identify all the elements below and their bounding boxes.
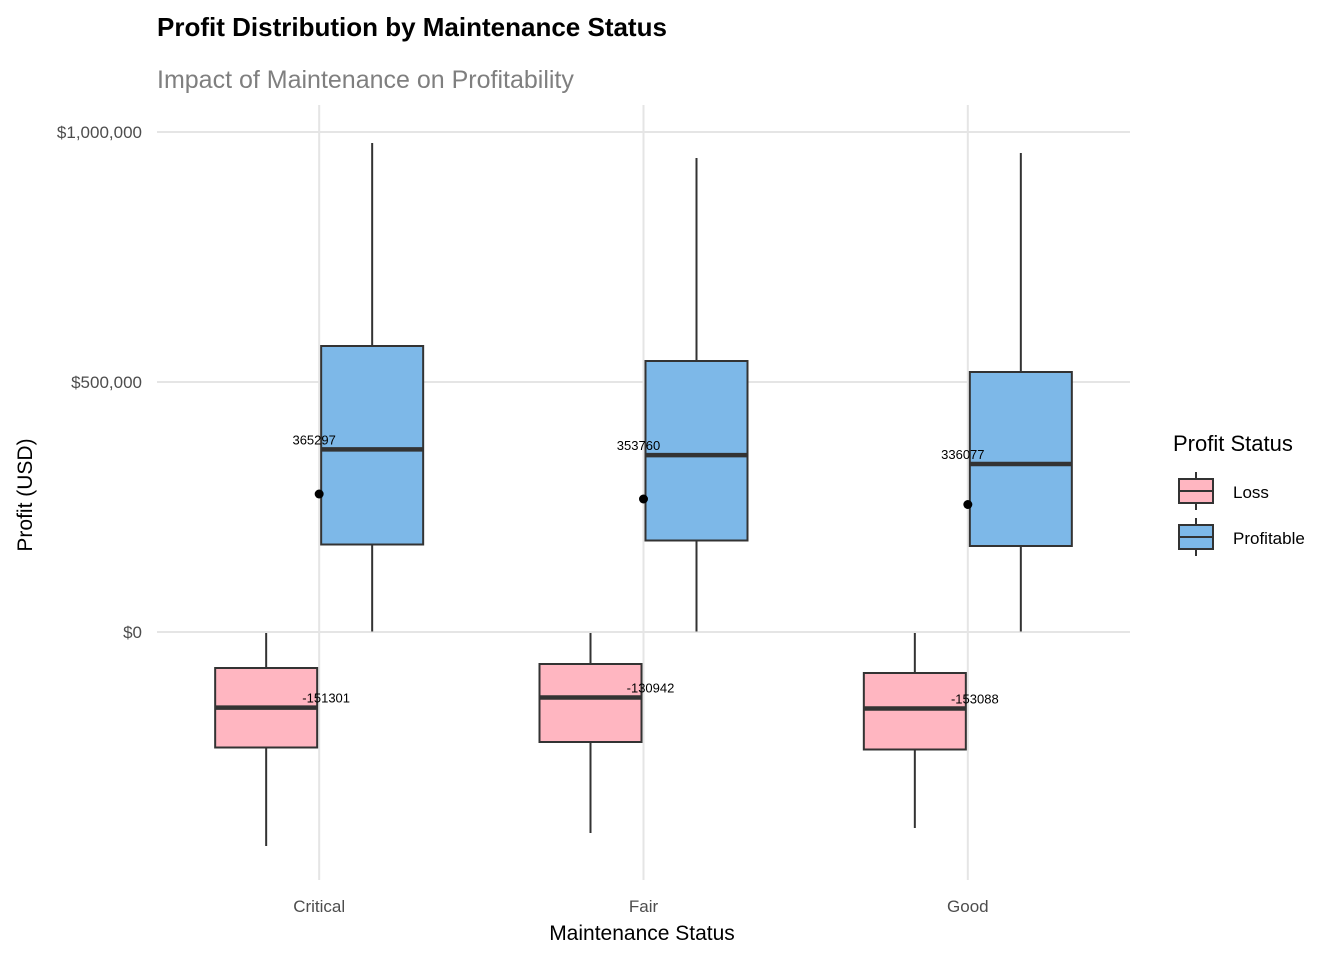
mean-point [963,500,973,509]
median-label: -130942 [627,680,675,695]
box-layer: -151301 -130942 -153088 365297 353760 336077 [214,143,1073,846]
x-axis-title: Maintenance Status [549,922,735,945]
median-label: 353760 [617,438,660,453]
box-profitable-critical: 365297 [292,143,425,632]
box-profitable-good: 336077 [941,153,1073,632]
grid-layer [157,105,1130,880]
median-label: 336077 [941,447,984,462]
mean-point [639,494,648,504]
chart-subtitle: Impact of Maintenance on Profitability [157,66,574,94]
x-tick-label-fair: Fair [629,897,659,916]
y-tick-label: $1,000,000 [57,123,142,142]
box-loss-good: -153088 [862,633,999,828]
y-axis-title: Profit (USD) [14,438,37,551]
x-tick-label-good: Good [947,897,989,916]
y-tick-label: $0 [123,623,142,642]
box-body [862,672,967,751]
box-loss-critical: -151301 [214,633,350,846]
box-body [538,663,643,743]
legend: Profit Status Loss Profitable [1173,431,1305,556]
y-tick-label: $500,000 [71,373,142,392]
chart-title: Profit Distribution by Maintenance Statu… [157,12,667,42]
legend-title: Profit Status [1173,431,1293,456]
legend-items: Loss Profitable [1178,472,1305,556]
box-body [644,360,749,542]
legend-item-profitable: Profitable [1178,518,1305,556]
mean-point [314,489,324,499]
legend-label: Profitable [1233,529,1305,548]
x-tick-label-critical: Critical [293,897,345,916]
legend-label: Loss [1233,483,1269,502]
legend-item-loss: Loss [1178,472,1269,510]
median-label: 365297 [292,432,335,447]
median-label: -151301 [302,691,350,706]
box-profitable-fair: 353760 [617,158,749,632]
box-loss-fair: -130942 [538,633,675,833]
median-label: -153088 [951,692,999,707]
x-axis-ticks: Critical Fair Good [293,897,988,916]
box-body [320,345,425,546]
box-body [968,371,1073,547]
y-axis-ticks: $0 $500,000 $1,000,000 [57,123,142,642]
